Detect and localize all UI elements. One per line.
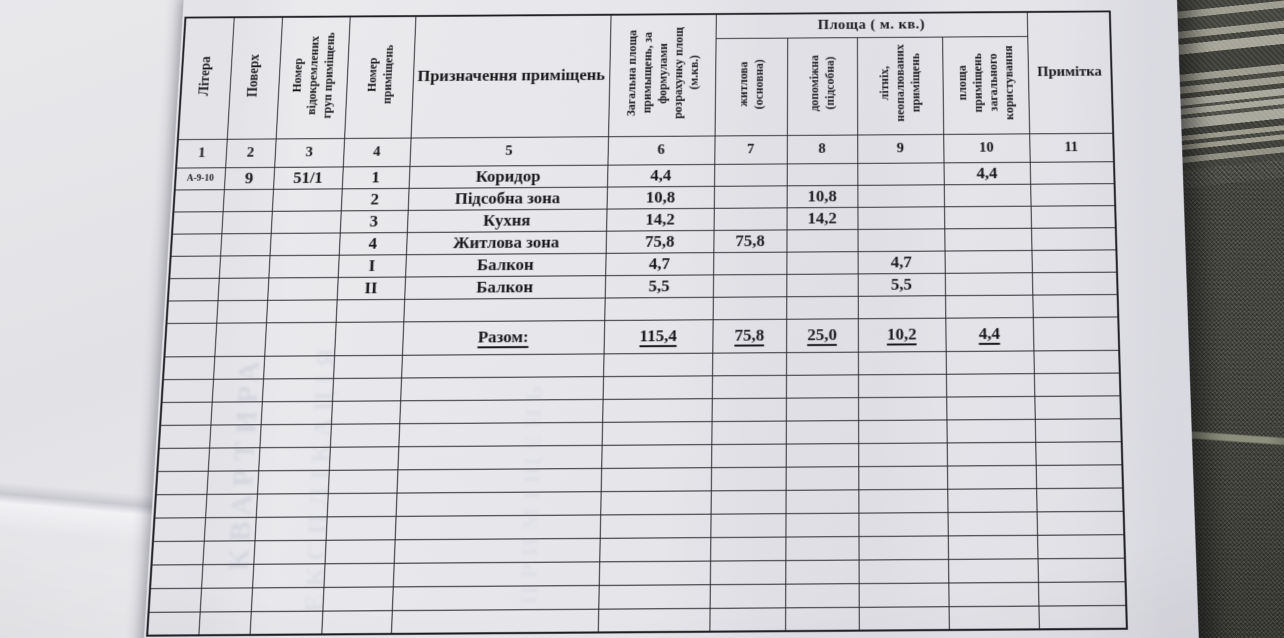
cell-total: 4,7 xyxy=(605,252,714,276)
cell-auxiliary xyxy=(786,162,858,186)
cell-total: 10,8 xyxy=(606,185,715,209)
cell-auxiliary xyxy=(786,228,858,252)
cell-room-number: II xyxy=(336,276,406,300)
col-header-litera-label: Літера xyxy=(197,55,215,96)
col-header-auxiliary: допоміжна (підсобна) xyxy=(786,37,858,136)
col-header-poverh-label: Поверх xyxy=(245,53,263,98)
column-number: 8 xyxy=(786,134,858,164)
col-header-poverh: Поверх xyxy=(226,16,283,139)
cell-auxiliary xyxy=(786,273,858,297)
cell-living xyxy=(713,207,787,230)
cell-common xyxy=(944,249,1032,273)
totals-common: 4,4 xyxy=(945,317,1034,352)
cell-purpose: Житлова зона xyxy=(405,230,607,255)
column-number: 9 xyxy=(857,133,944,163)
col-header-room-number-label: Номер приміщень xyxy=(364,44,396,105)
totals-total: 115,4 xyxy=(603,319,713,354)
cell-living xyxy=(714,163,787,186)
cell-purpose: Балкон xyxy=(405,252,606,277)
cell-litera xyxy=(169,255,221,279)
cell-common xyxy=(943,183,1031,207)
col-header-common-label: площа приміщень загального користування xyxy=(955,45,1017,120)
col-header-summer-label: літніх, неопалюваних приміщень xyxy=(877,44,923,122)
col-header-room-number: Номер приміщень xyxy=(344,16,416,139)
cell-note xyxy=(1031,271,1118,295)
column-number: 5 xyxy=(409,136,609,167)
cell-purpose: Підсобна зона xyxy=(407,186,608,210)
cell-purpose: Балкон xyxy=(404,275,606,299)
col-header-common: площа приміщень загального користування xyxy=(942,36,1030,134)
column-number: 4 xyxy=(342,137,411,167)
cell-summer: 5,5 xyxy=(857,272,946,296)
col-header-note: Примітка xyxy=(1026,11,1114,134)
cell-common xyxy=(944,205,1032,229)
cell-litera xyxy=(167,277,219,301)
col-header-summer: літніх, неопалюваних приміщень xyxy=(856,36,944,135)
cell-room-number: 1 xyxy=(341,166,410,189)
col-header-group-number-label: Номер відокремлених груп приміщень xyxy=(289,31,338,119)
column-number: 10 xyxy=(943,133,1030,163)
col-header-total-area: Загальна площа примыщень, за формулами р… xyxy=(608,14,716,137)
cell-living xyxy=(712,273,787,297)
cell-litera: А-9-10 xyxy=(174,167,226,190)
col-header-total-area-label: Загальна площа примыщень, за формулами р… xyxy=(623,26,701,119)
cell-auxiliary: 10,8 xyxy=(786,184,858,208)
cell-note xyxy=(1031,227,1117,250)
cell-common xyxy=(944,272,1033,296)
col-header-group-number: Номер відокремлених груп приміщень xyxy=(275,16,350,139)
explication-table: Літера Поверх Номер відокремлених груп п… xyxy=(146,10,1128,637)
column-number: 7 xyxy=(714,135,787,164)
cell-room-number: 2 xyxy=(340,187,409,211)
column-number: 11 xyxy=(1029,132,1114,162)
cell-litera xyxy=(172,211,223,234)
empty-rows-section xyxy=(147,349,1127,636)
totals-summer: 10,2 xyxy=(857,317,946,352)
cell-total: 75,8 xyxy=(605,229,714,253)
cell-room-number: I xyxy=(337,254,406,277)
cell-room-number: 3 xyxy=(339,209,408,233)
cell-total: 5,5 xyxy=(604,274,714,298)
cell-living xyxy=(713,251,787,275)
cell-purpose: Коридор xyxy=(408,164,608,188)
cell-note xyxy=(1031,249,1118,273)
totals-label: Разом: xyxy=(401,320,605,355)
col-header-auxiliary-label: допоміжна (підсобна) xyxy=(807,55,837,112)
cell-summer xyxy=(857,206,945,229)
cell-note xyxy=(1030,183,1116,206)
cell-total: 14,2 xyxy=(606,207,714,231)
totals-living: 75,8 xyxy=(712,318,787,353)
cell-auxiliary xyxy=(786,251,858,274)
cell-auxiliary: 14,2 xyxy=(786,206,858,230)
area-group-header: Площа ( м. кв.) xyxy=(715,11,1028,39)
col-header-living: житлова (основна) xyxy=(714,37,788,136)
cell-summer xyxy=(857,162,944,185)
cell-common: 4,4 xyxy=(943,161,1031,185)
column-number: 3 xyxy=(274,138,345,167)
cell-litera xyxy=(173,189,224,212)
totals-auxiliary: 25,0 xyxy=(786,318,858,353)
cell-purpose: Кухня xyxy=(406,208,607,233)
cell-total: 4,4 xyxy=(607,163,715,187)
cell-common xyxy=(944,227,1032,251)
cell-living: 75,8 xyxy=(713,229,787,253)
data-rows: А-9-10 9 51/1 1 Коридор 4,4 4,4 2 xyxy=(164,161,1120,357)
cell-summer xyxy=(857,184,945,207)
cell-living xyxy=(713,185,787,208)
column-number: 1 xyxy=(176,138,227,168)
cell-room-number: 4 xyxy=(338,232,407,255)
document-sheet: КВАРТИРА ЕКСПЛІКАЦІЯ ПРИМІЩЕНЬ Літера По… xyxy=(141,0,1201,638)
cell-summer: 4,7 xyxy=(857,250,945,274)
cell-summer xyxy=(857,228,945,252)
col-header-litera: Літера xyxy=(177,17,234,140)
col-header-living-label: житлова (основна) xyxy=(736,58,766,110)
col-header-purpose: Призначення приміщень xyxy=(410,14,611,138)
column-number: 6 xyxy=(607,135,715,165)
cell-litera xyxy=(170,233,222,256)
cell-note xyxy=(1029,161,1115,184)
cell-note xyxy=(1030,205,1116,228)
